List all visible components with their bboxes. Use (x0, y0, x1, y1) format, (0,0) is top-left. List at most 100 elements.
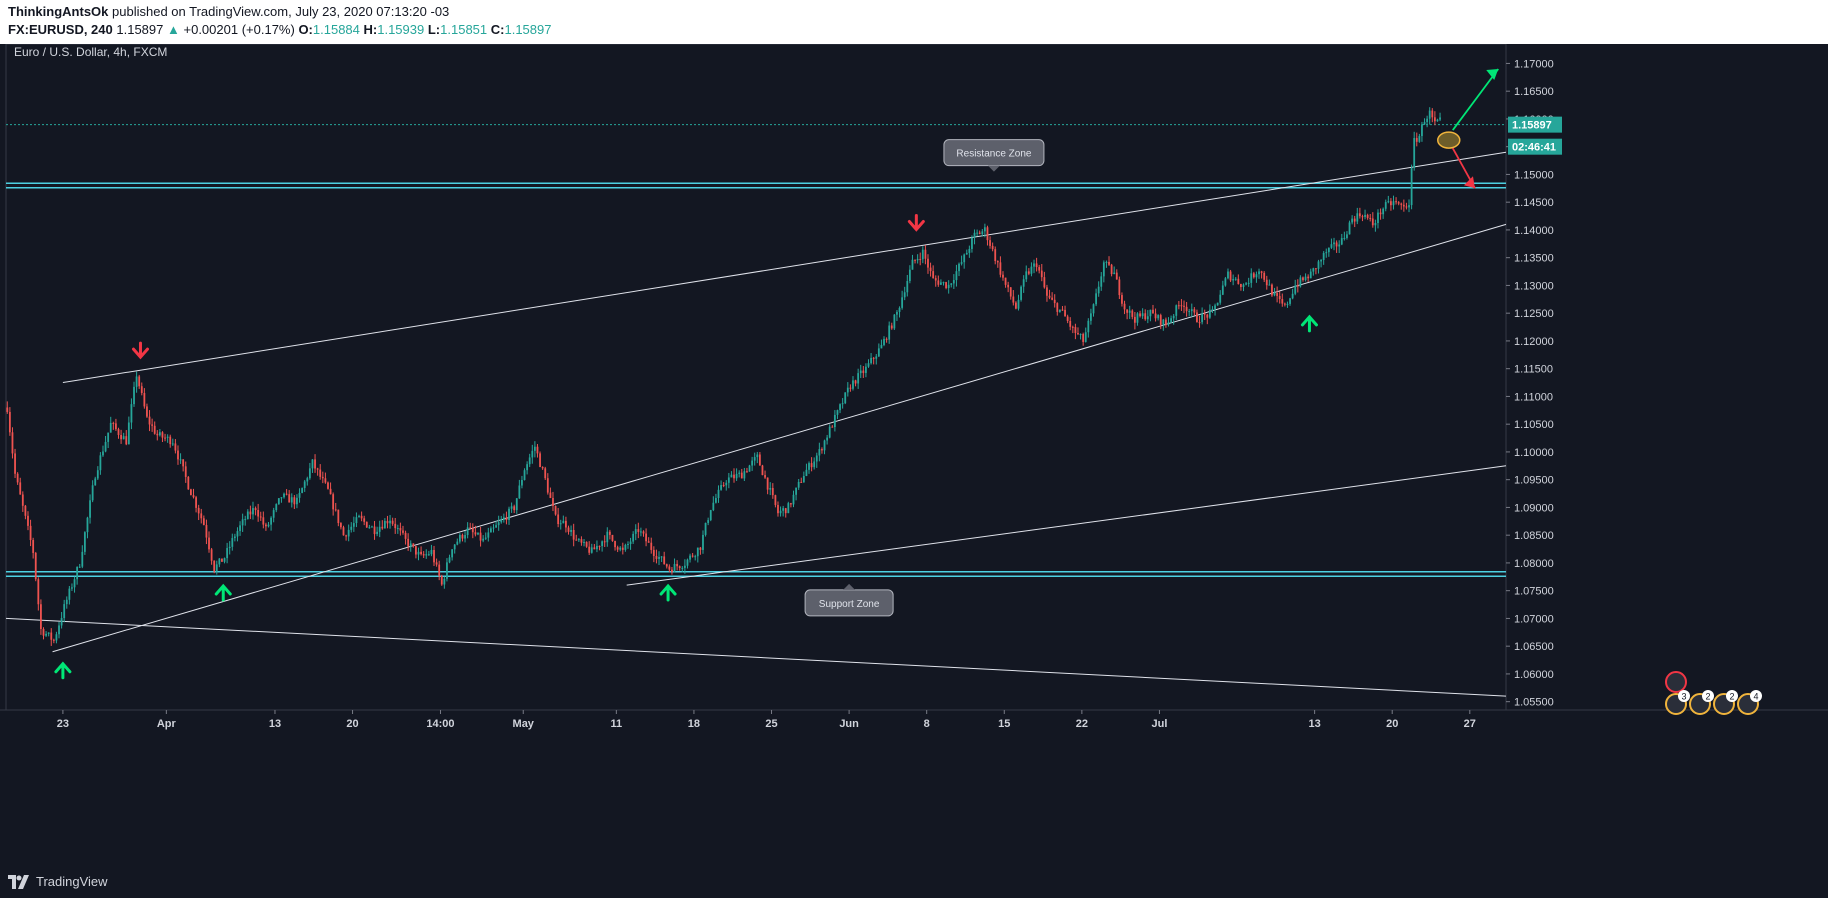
candle-body (1027, 271, 1030, 274)
publish-date: published on TradingView.com, July 23, 2… (112, 4, 450, 19)
candle-body (500, 519, 503, 523)
candle-body (417, 551, 420, 555)
candle-body (758, 454, 761, 466)
candle-body (438, 564, 441, 576)
candle-body (1012, 296, 1015, 303)
candle-body (1152, 309, 1154, 314)
candle-body (808, 463, 810, 470)
candle-body (660, 556, 663, 558)
candle-body (241, 519, 244, 526)
candle-body (474, 532, 477, 535)
candle-body (1229, 271, 1232, 281)
candle-body (671, 569, 673, 572)
y-tick-label: 1.11000 (1514, 391, 1553, 403)
upper-channel-trendline (62, 151, 1507, 384)
y-tick-label: 1.05500 (1514, 697, 1554, 709)
candle-body (1237, 278, 1240, 284)
candle-body (448, 557, 451, 563)
candle-body (875, 356, 878, 359)
candle-body (1353, 218, 1356, 222)
author-name[interactable]: ThinkingAntsOk (8, 4, 109, 19)
candle-body (1141, 313, 1144, 317)
candle-body (934, 278, 937, 281)
x-tick-label: 20 (1386, 718, 1398, 730)
candle-body (531, 450, 534, 458)
candle-body (453, 544, 456, 550)
candle-body (1327, 247, 1330, 253)
chart-area[interactable]: Euro / U.S. Dollar, 4h, FXCM 1.17000 1.165… (0, 43, 1828, 868)
candle-body (777, 504, 779, 514)
candle-body (1102, 262, 1105, 277)
high-value: 1.15939 (377, 22, 425, 37)
x-tick-label: May (513, 718, 535, 730)
candle-body (1025, 271, 1028, 280)
candle-body (994, 249, 997, 262)
candle-body (208, 537, 210, 550)
candle-body (1064, 309, 1066, 317)
y-tick-label: 1.10000 (1514, 447, 1554, 459)
candle-body (1379, 212, 1382, 215)
candle-body (42, 629, 45, 636)
candle-body (539, 453, 541, 467)
price-chart[interactable]: Euro / U.S. Dollar, 4h, FXCM 1.17000 1.165… (0, 43, 1828, 868)
candle-body (1304, 276, 1307, 281)
x-tick-label: 18 (688, 718, 700, 730)
candle-body (210, 549, 213, 561)
candle-body (583, 541, 585, 543)
candle-body (536, 446, 539, 454)
y-tick-label: 1.08000 (1514, 558, 1554, 570)
candle-body (782, 508, 785, 511)
candle-body (471, 528, 474, 533)
candle-body (1247, 282, 1250, 284)
candle-body (735, 473, 738, 479)
candle-body (1061, 309, 1064, 311)
candle-body (109, 422, 112, 433)
candle-body (596, 545, 598, 550)
candle-body (1317, 261, 1320, 269)
candle-body (290, 497, 293, 503)
candle-body (852, 380, 854, 389)
candle-body (223, 558, 226, 562)
candle-body (1167, 322, 1170, 325)
candle-body (365, 521, 368, 528)
candle-body (484, 537, 487, 539)
candle-body (681, 567, 684, 569)
candle-body (1017, 299, 1020, 309)
candle-body (239, 525, 241, 532)
candle-body (1079, 334, 1082, 336)
buy-arrow (659, 583, 677, 602)
candle-body (94, 478, 97, 486)
candle-body (1340, 238, 1343, 245)
candle-body (34, 552, 37, 580)
candle-body (1074, 327, 1077, 334)
candle-body (190, 489, 192, 496)
candle-body (1421, 124, 1423, 137)
candle-body (399, 528, 402, 531)
candle-body (1252, 273, 1255, 278)
candle-body (1095, 293, 1097, 305)
candle-body (394, 523, 397, 529)
candle-body (1325, 252, 1328, 254)
candle-body (836, 410, 839, 415)
close-value: 1.15897 (504, 22, 552, 37)
candle-body (826, 437, 829, 441)
candle-body (1149, 309, 1152, 317)
candle-body (120, 434, 122, 440)
candle-body (427, 554, 430, 556)
lower-channel-trendline (5, 617, 1507, 697)
candle-body (921, 249, 924, 260)
candle-body (249, 511, 252, 515)
candle-body (929, 267, 932, 272)
candle-body (91, 485, 94, 501)
candle-body (337, 509, 340, 524)
event-badge-count: 4 (1753, 692, 1758, 702)
tradingview-logo[interactable]: TradingView (8, 874, 108, 889)
candle-body (1415, 138, 1418, 142)
candle-body (1190, 309, 1193, 312)
candle-body (870, 357, 872, 364)
candle-body (901, 297, 904, 308)
candle-body (645, 533, 647, 542)
candle-body (541, 466, 544, 469)
candle-body (1077, 333, 1079, 335)
tradingview-icon (8, 874, 29, 889)
